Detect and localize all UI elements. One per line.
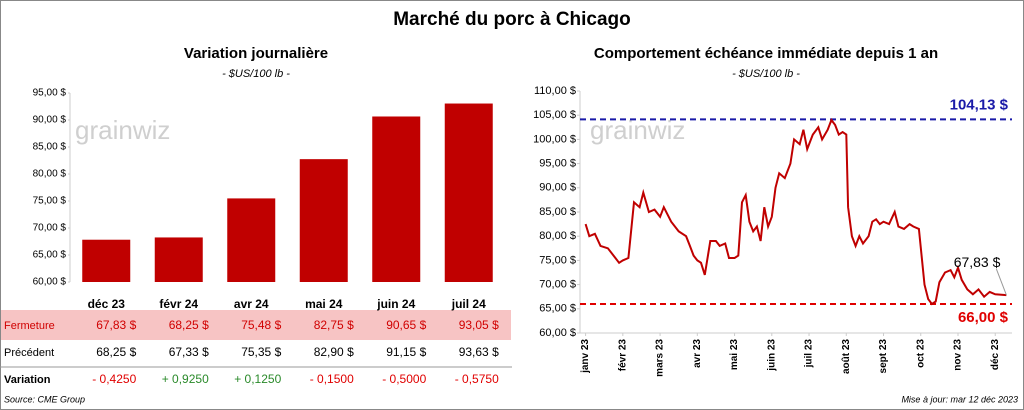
close-row-bg: [1, 310, 511, 340]
y-tick-label: 100,00 $: [533, 133, 576, 145]
previous-cell: 93,63 $: [459, 345, 499, 359]
bar: [227, 198, 276, 282]
watermark: grainwiz: [75, 115, 170, 145]
annotation-leader: [995, 268, 1007, 296]
x-tick-label: oct 23: [915, 339, 926, 368]
reference-label: 104,13 $: [950, 96, 1009, 113]
bar: [372, 116, 421, 283]
y-tick-label: 85,00 $: [33, 142, 67, 153]
y-tick-label: 105,00 $: [533, 109, 576, 121]
previous-cell: 91,15 $: [386, 345, 426, 359]
annotation: 67,83 $: [954, 254, 1001, 270]
previous-cell: 68,25 $: [96, 345, 136, 359]
y-tick-label: 90,00 $: [539, 182, 576, 194]
variation-cell: - 0,1500: [310, 372, 354, 386]
y-tick-label: 110,00 $: [534, 85, 576, 97]
x-tick-label: juil 23: [804, 339, 815, 369]
x-tick-label: mai 24: [305, 297, 343, 311]
variation-cell: - 0,4250: [92, 372, 136, 386]
right-subtitle: - $US/100 lb -: [732, 68, 800, 80]
y-tick-label: 90,00 $: [33, 115, 67, 126]
x-tick-label: févr 24: [159, 297, 198, 311]
x-tick-label: juil 24: [451, 297, 486, 311]
close-cell: 93,05 $: [459, 318, 499, 332]
close-cell: 90,65 $: [386, 318, 426, 332]
x-tick-label: janv 23: [580, 339, 591, 374]
y-tick-label: 85,00 $: [539, 206, 576, 218]
x-tick-label: févr 23: [617, 339, 628, 372]
x-tick-label: juin 23: [766, 339, 777, 372]
bar: [154, 237, 203, 282]
row-label: Fermeture: [4, 320, 55, 332]
variation-cell: - 0,5750: [455, 372, 499, 386]
variation-cell: + 0,9250: [162, 372, 209, 386]
y-tick-label: 70,00 $: [539, 279, 576, 291]
y-tick-label: 60,00 $: [33, 277, 67, 288]
updated: Mise à jour: mar 12 déc 2023: [901, 394, 1018, 404]
x-tick-label: avr 23: [692, 339, 703, 368]
close-cell: 82,75 $: [314, 318, 354, 332]
x-tick-label: nov 23: [953, 339, 964, 371]
bar: [82, 239, 131, 282]
row-label: Variation: [4, 374, 51, 386]
previous-cell: 75,35 $: [241, 345, 281, 359]
main-title: Marché du porc à Chicago: [393, 9, 631, 30]
variation-cell: + 0,1250: [234, 372, 281, 386]
bar: [299, 159, 348, 282]
variation-cell: - 0,5000: [382, 372, 426, 386]
x-tick-label: juin 24: [376, 297, 415, 311]
y-tick-label: 75,00 $: [33, 196, 67, 207]
x-tick-label: mai 23: [729, 339, 740, 371]
reference-label: 66,00 $: [958, 309, 1009, 326]
y-tick-label: 65,00 $: [33, 250, 67, 261]
y-tick-label: 95,00 $: [539, 158, 576, 170]
x-tick-label: mars 23: [655, 339, 666, 377]
y-tick-label: 75,00 $: [539, 254, 576, 266]
previous-cell: 67,33 $: [169, 345, 209, 359]
y-tick-label: 80,00 $: [33, 169, 67, 180]
previous-cell: 82,90 $: [314, 345, 354, 359]
x-tick-label: avr 24: [234, 297, 269, 311]
x-tick-label: déc 23: [88, 297, 126, 311]
close-cell: 67,83 $: [96, 318, 136, 332]
left-title: Variation journalière: [184, 45, 328, 62]
x-tick-label: août 23: [841, 339, 852, 374]
y-tick-label: 65,00 $: [539, 303, 576, 315]
right-title: Comportement échéance immédiate depuis 1…: [594, 45, 938, 62]
close-cell: 75,48 $: [241, 318, 281, 332]
x-tick-label: déc 23: [990, 339, 1001, 371]
y-tick-label: 80,00 $: [539, 230, 576, 242]
bar: [444, 103, 493, 282]
close-cell: 68,25 $: [169, 318, 209, 332]
x-tick-label: sept 23: [878, 339, 889, 374]
y-tick-label: 95,00 $: [33, 88, 67, 99]
source: Source: CME Group: [4, 394, 85, 404]
price-line: [584, 117, 1007, 306]
y-tick-label: 70,00 $: [33, 223, 67, 234]
left-subtitle: - $US/100 lb -: [222, 68, 290, 80]
row-label: Précédent: [4, 347, 54, 359]
y-tick-label: 60,00 $: [539, 327, 576, 339]
